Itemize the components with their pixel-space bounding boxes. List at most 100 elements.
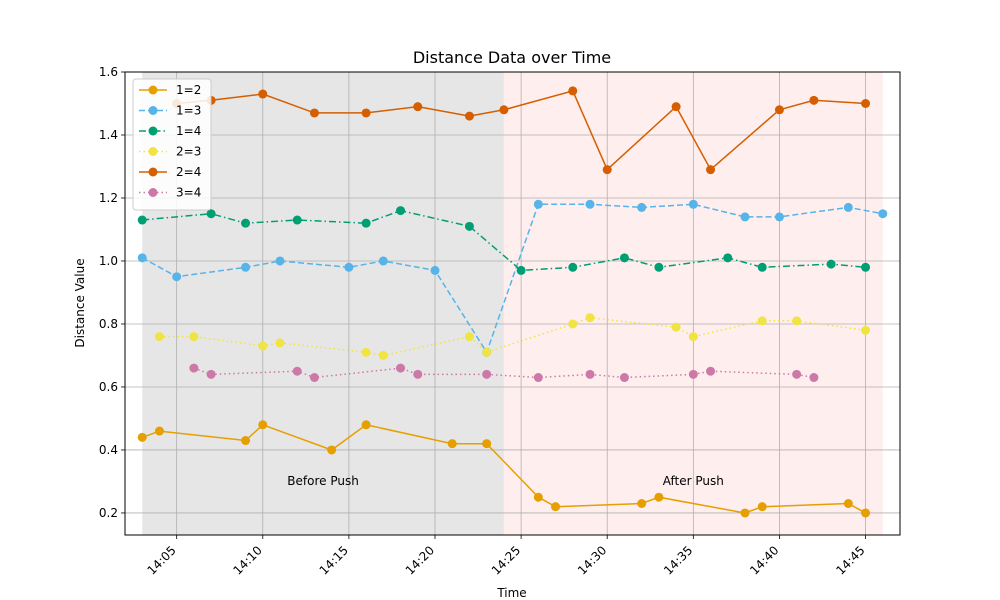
data-point	[137, 253, 147, 263]
series-line	[141, 203, 883, 355]
legend-label: 2=3	[176, 145, 201, 159]
data-point	[275, 338, 285, 348]
data-point	[482, 347, 492, 357]
data-point	[516, 265, 526, 275]
data-point	[568, 319, 578, 329]
data-point	[792, 369, 802, 379]
data-point	[533, 373, 543, 383]
legend-label: 3=4	[176, 186, 201, 200]
series-3	[154, 313, 871, 360]
plot-frame	[124, 71, 901, 536]
data-point	[499, 105, 509, 115]
series-line	[159, 316, 866, 357]
data-point	[309, 373, 319, 383]
data-point	[809, 95, 819, 105]
data-point	[309, 108, 319, 118]
data-point	[241, 218, 251, 228]
data-point	[482, 439, 492, 449]
data-point	[688, 332, 698, 342]
data-point	[585, 369, 595, 379]
data-point	[413, 369, 423, 379]
chart-title: Distance Data over Time	[413, 48, 611, 67]
data-point	[154, 332, 164, 342]
x-tick-label: 14:40	[747, 543, 781, 577]
y-tick-label: 0.6	[99, 380, 118, 394]
data-point	[637, 202, 647, 212]
data-point	[206, 369, 216, 379]
series-5	[189, 363, 819, 383]
y-tick-label: 0.2	[99, 506, 118, 520]
y-tick-label: 1.0	[99, 254, 118, 268]
legend: 1=2 1=3 1=4 2=3 2=4 3=4	[132, 78, 212, 211]
x-tick-label: 14:45	[833, 543, 867, 577]
data-point	[137, 432, 147, 442]
data-point	[361, 347, 371, 357]
data-point	[757, 316, 767, 326]
x-tick-label: 14:20	[403, 543, 437, 577]
data-point	[189, 332, 199, 342]
data-point	[137, 215, 147, 225]
data-point	[292, 215, 302, 225]
data-point	[396, 206, 406, 216]
region-label-1: After Push	[663, 474, 724, 488]
data-point	[619, 253, 629, 263]
region-labels: Before Push After Push	[287, 474, 724, 488]
data-point	[189, 363, 199, 373]
y-tick-label: 1.4	[99, 128, 118, 142]
data-point	[826, 259, 836, 269]
shaded-regions	[142, 72, 883, 535]
series-2	[137, 206, 871, 275]
data-point	[654, 262, 664, 272]
data-point	[706, 165, 716, 175]
data-point	[619, 373, 629, 383]
data-point	[361, 108, 371, 118]
series-1	[137, 199, 888, 357]
legend-marker	[148, 126, 158, 136]
data-point	[861, 262, 871, 272]
data-point	[241, 436, 251, 446]
data-point	[568, 262, 578, 272]
x-axis-ticks: 14:05 14:10 14:15 14:20 14:25 14:30 14:35 14:40…	[144, 535, 868, 578]
data-point	[464, 221, 474, 231]
x-axis-label: Time	[496, 586, 526, 600]
data-point	[551, 502, 561, 512]
data-point	[292, 366, 302, 376]
legend-marker	[148, 167, 158, 177]
region-label-0: Before Push	[287, 474, 359, 488]
x-tick-label: 14:15	[317, 543, 351, 577]
data-point	[533, 199, 543, 209]
data-point	[396, 363, 406, 373]
data-point	[172, 272, 182, 282]
data-point	[671, 102, 681, 112]
data-point	[809, 373, 819, 383]
data-point	[585, 313, 595, 323]
data-point	[706, 366, 716, 376]
series-0	[137, 420, 871, 518]
legend-marker	[148, 85, 158, 95]
legend-label: 1=2	[176, 83, 201, 97]
x-tick-label: 14:35	[661, 543, 695, 577]
data-point	[378, 256, 388, 266]
y-tick-label: 0.4	[99, 443, 118, 457]
x-tick-label: 14:30	[575, 543, 609, 577]
data-point	[344, 262, 354, 272]
x-tick-label: 14:25	[489, 543, 523, 577]
data-point	[602, 165, 612, 175]
series-layer	[137, 86, 888, 518]
data-point	[688, 199, 698, 209]
data-point	[258, 341, 268, 351]
data-point	[482, 369, 492, 379]
data-point	[361, 420, 371, 430]
data-point	[258, 420, 268, 430]
data-point	[447, 439, 457, 449]
series-4	[172, 86, 871, 175]
y-tick-label: 1.6	[99, 65, 118, 79]
data-point	[774, 105, 784, 115]
data-point	[464, 332, 474, 342]
series-line	[141, 423, 866, 514]
data-point	[258, 89, 268, 99]
legend-marker	[148, 147, 158, 156]
data-point	[533, 492, 543, 502]
data-point	[723, 253, 733, 263]
